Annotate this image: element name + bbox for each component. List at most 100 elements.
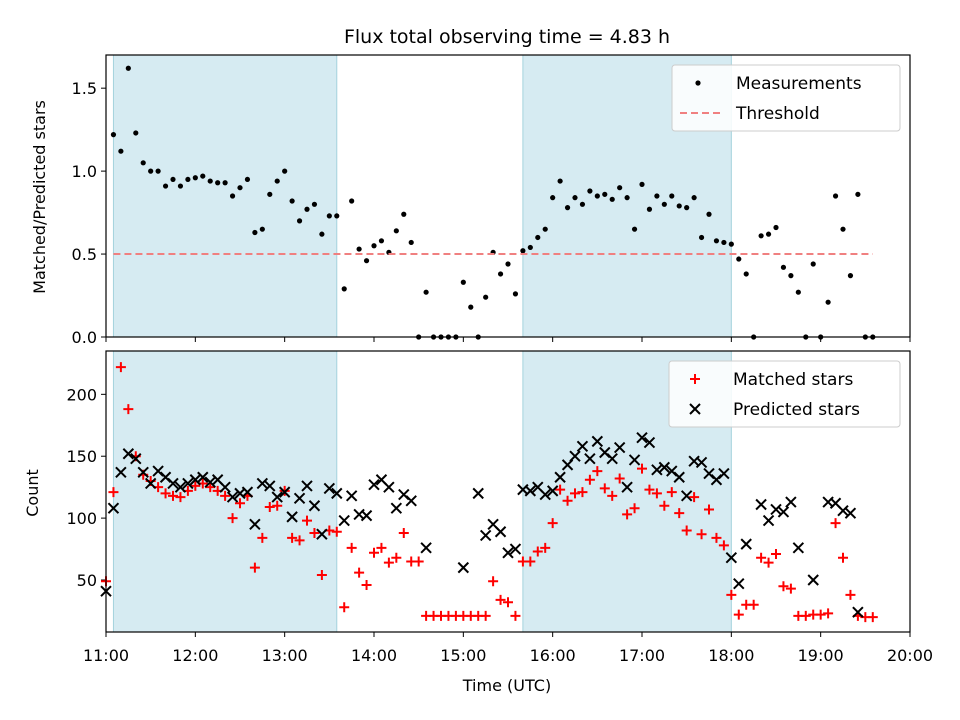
bottom-matched-point	[867, 612, 878, 623]
bottom-predicted-point	[606, 452, 618, 465]
top-measurement-point	[237, 185, 243, 191]
bottom-matched-point	[257, 532, 268, 543]
top-measurement-point	[356, 246, 362, 252]
bottom-predicted-point	[509, 543, 522, 555]
top-measurement-point	[788, 273, 794, 279]
bottom-predicted-point	[383, 481, 395, 493]
top-measurement-point	[148, 168, 154, 174]
top-measurement-point	[646, 206, 653, 212]
top-y-axis-label: Matched/Predicted stars	[30, 100, 49, 294]
bottom-predicted-point	[271, 491, 283, 503]
bottom-matched-point	[637, 463, 647, 474]
top-measurement-point	[631, 226, 638, 232]
bottom-matched-point	[525, 556, 536, 567]
bottom-predicted-point	[345, 490, 358, 502]
bottom-y-axis-label: Count	[23, 469, 42, 517]
bottom-predicted-point	[204, 476, 216, 488]
top-measurement-point	[579, 201, 586, 207]
bottom-predicted-point	[293, 492, 306, 505]
bottom-y-tick-label: 200	[66, 385, 97, 404]
bottom-predicted-point	[286, 511, 298, 523]
top-measurement-point	[736, 256, 742, 262]
top-measurement-point	[304, 206, 310, 212]
bottom-predicted-point	[323, 482, 336, 495]
bottom-matched-point	[115, 362, 126, 373]
bottom-predicted-point	[308, 500, 321, 512]
bottom-predicted-point	[591, 435, 604, 448]
top-shaded-interval	[112, 54, 338, 338]
bottom-matched-point	[823, 608, 834, 619]
top-measurement-point	[840, 226, 846, 232]
bottom-predicted-point	[130, 452, 142, 465]
bottom-predicted-point	[368, 478, 380, 491]
bottom-matched-point	[614, 473, 625, 484]
top-measurement-point	[743, 271, 749, 277]
bottom-predicted-point	[405, 495, 417, 507]
bottom-matched-point	[838, 552, 848, 563]
top-measurement-point	[349, 198, 355, 204]
bottom-x-tick-label: 13:00	[262, 646, 308, 665]
bottom-matched-point	[376, 542, 387, 553]
bottom-x-tick-label: 11:00	[83, 646, 129, 665]
bottom-predicted-point	[115, 466, 127, 479]
top-measurement-point	[691, 195, 697, 201]
bottom-matched-point	[629, 503, 640, 514]
bottom-matched-point	[689, 492, 700, 503]
top-measurement-point	[140, 160, 146, 166]
bottom-matched-point	[547, 518, 558, 529]
bottom-axes-frame	[105, 350, 911, 633]
bottom-matched-point	[733, 609, 744, 620]
top-measurement-point	[602, 191, 608, 197]
top-measurement-point	[617, 185, 623, 191]
bottom-matched-point	[354, 567, 365, 578]
top-measurement-point	[222, 180, 228, 186]
bottom-x-tick-label: 18:00	[708, 646, 754, 665]
top-measurement-point	[542, 226, 548, 232]
top-measurement-point	[795, 289, 801, 295]
bottom-predicted-point	[219, 481, 231, 493]
top-measurement-point	[825, 299, 831, 305]
bottom-predicted-point	[174, 481, 187, 493]
bottom-predicted-point	[643, 436, 656, 449]
bottom-matched-point	[607, 490, 618, 501]
bottom-predicted-point	[420, 542, 432, 554]
top-measurement-point	[371, 243, 377, 249]
top-measurement-point	[326, 213, 332, 219]
bottom-matched-point	[316, 570, 327, 581]
bottom-predicted-point	[472, 487, 484, 500]
top-plot-area: 0.0 0.5 1.0 1.5 Measurements Threshold	[72, 54, 911, 347]
bottom-predicted-point	[658, 461, 671, 474]
bottom-predicted-point	[673, 471, 685, 483]
bottom-predicted-point	[197, 471, 209, 483]
bottom-predicted-point	[107, 502, 120, 514]
top-y-tick-label: 1.0	[72, 162, 97, 181]
top-measurement-point	[706, 211, 712, 217]
bottom-predicted-point	[144, 477, 157, 490]
bottom-matched-point	[510, 610, 521, 621]
bottom-predicted-point	[680, 490, 693, 502]
top-measurement-point	[624, 195, 630, 201]
bottom-predicted-point	[785, 496, 797, 508]
bottom-predicted-point	[249, 518, 261, 531]
bottom-matched-point	[220, 490, 231, 501]
bottom-predicted-point	[494, 526, 507, 538]
bottom-predicted-point	[613, 441, 626, 454]
bottom-matched-point	[108, 487, 119, 498]
bottom-predicted-point	[256, 477, 269, 490]
bottom-matched-point	[815, 609, 826, 620]
bottom-matched-point	[398, 527, 409, 538]
top-measurement-point	[855, 191, 861, 197]
top-measurement-point	[162, 183, 169, 189]
bottom-matched-point	[800, 610, 811, 621]
top-measurement-point	[408, 239, 414, 246]
top-measurement-point	[125, 65, 131, 71]
top-measurement-point	[259, 226, 265, 232]
bottom-y-tick-label: 50	[77, 571, 97, 590]
bottom-predicted-point	[278, 486, 291, 498]
top-measurement-point	[721, 239, 727, 246]
bottom-matched-point	[696, 529, 707, 540]
bottom-matched-point	[771, 549, 781, 560]
bottom-matched-point	[123, 404, 134, 415]
top-measurement-point	[847, 273, 854, 279]
